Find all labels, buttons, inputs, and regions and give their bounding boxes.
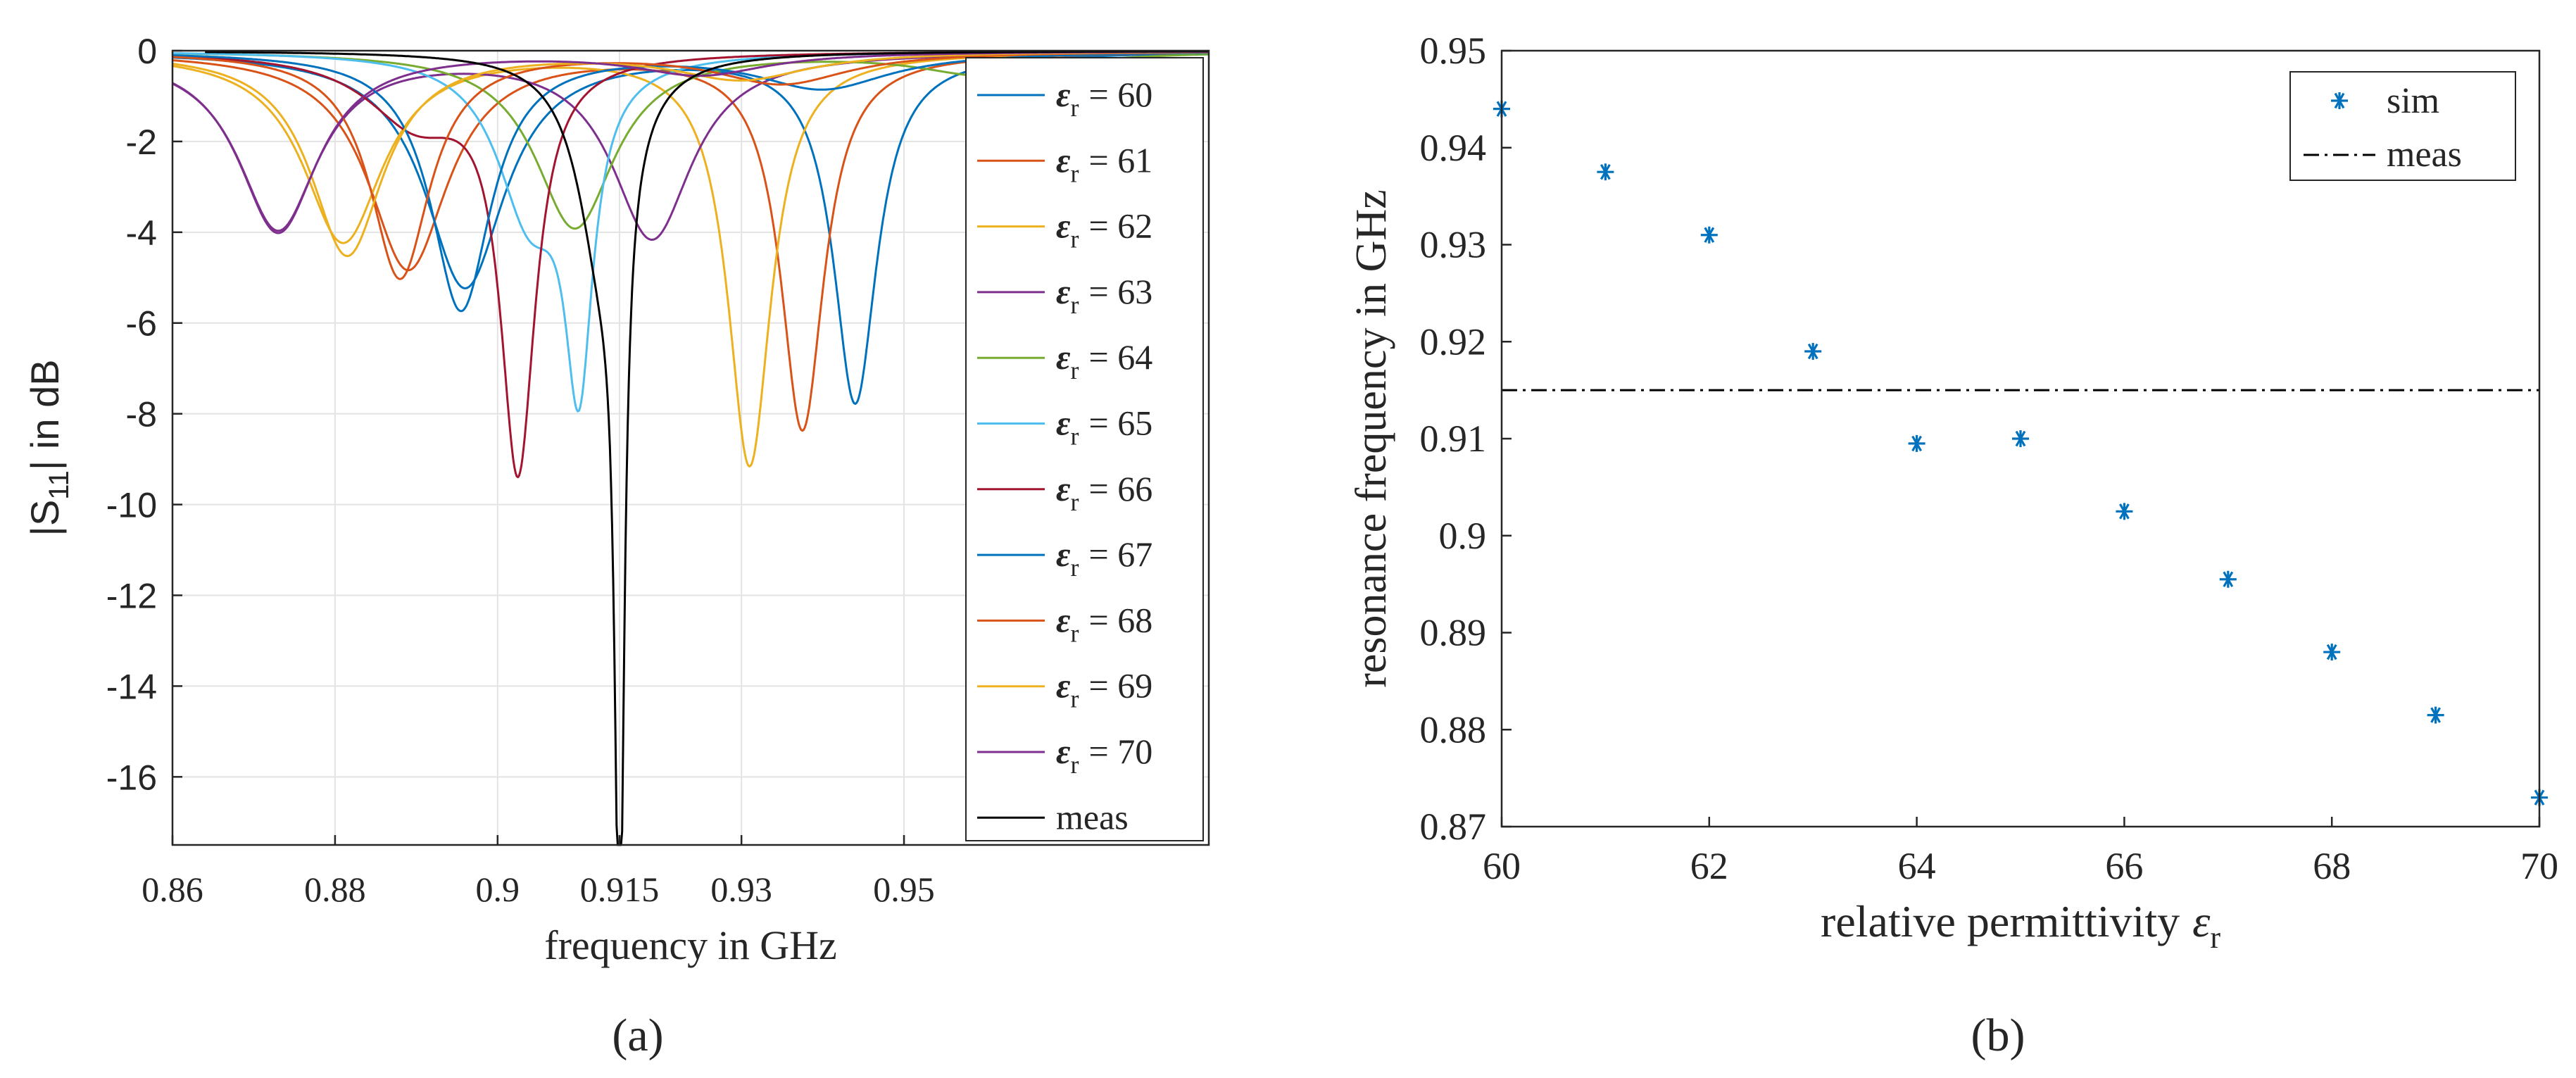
panel-b-scatter-chart: 60 62 64 66 68 70 0.87 0.88 0.89 0.9 0.91 0.92 0.93… xyxy=(1347,30,2558,1061)
panel-b-x-tick-label: 70 xyxy=(2520,845,2558,887)
panel-a-legend: εr = 60 εr = 61 εr = 62 εr = 63 εr = 64 εr = 65 εr = … xyxy=(965,57,1204,841)
panel-b-legend-box xyxy=(2289,71,2516,181)
panel-b-y-tick-label: 0.89 xyxy=(1420,612,1487,654)
panel-a-curve-meas xyxy=(205,50,1209,846)
panel-b-sim-point xyxy=(1597,163,1614,181)
panel-a-y-label-sub: 11 xyxy=(44,470,75,500)
panel-a-y-tick-label: -6 xyxy=(126,304,157,344)
panel-b-y-ticks: 0.87 0.88 0.89 0.9 0.91 0.92 0.93 0.94 0.95 xyxy=(1420,30,1512,848)
panel-b-sim-point xyxy=(2012,430,2029,447)
panel-b-x-ticks: 60 62 64 66 68 70 xyxy=(1483,817,2558,887)
panel-a-curve-er-67 xyxy=(172,51,1209,313)
panel-b-legend-meas-label: meas xyxy=(2387,134,2462,175)
panel-a-y-label-part1: |S xyxy=(23,500,67,537)
panel-a-y-tick-label: -4 xyxy=(126,213,157,253)
panel-b-legend-sim-marker xyxy=(2331,92,2348,109)
panel-a-y-label-part2: | in dB xyxy=(23,359,67,470)
panel-a-legend-label: εr = 60 xyxy=(1056,75,1152,122)
panel-a-x-axis-label: frequency in GHz xyxy=(544,922,837,968)
panel-a-legend-label: εr = 69 xyxy=(1056,666,1152,713)
panel-a-y-tick-label: 0 xyxy=(137,32,157,71)
panel-b-legend-sim-label: sim xyxy=(2387,81,2439,121)
panel-b-sim-point xyxy=(1908,434,1925,452)
panel-a-axes-box xyxy=(171,49,1210,846)
panel-a-legend-label: εr = 65 xyxy=(1056,403,1152,451)
panel-a-y-ticks: 0 -2 -4 -6 -8 -10 -12 -14 -16 xyxy=(106,32,182,797)
panel-b-sim-point xyxy=(2427,706,2444,724)
panel-a-legend-label: εr = 66 xyxy=(1056,469,1152,516)
panel-a-y-tick-label: -12 xyxy=(106,576,157,615)
panel-b-x-label-sub: r xyxy=(2210,920,2220,955)
panel-a-legend-label: εr = 64 xyxy=(1056,337,1152,384)
panel-a-x-tick-label: 0.88 xyxy=(304,870,366,909)
panel-b-sim-point xyxy=(2219,570,2237,588)
panel-a-x-tick-label: 0.93 xyxy=(710,870,772,909)
panel-a-y-tick-label: -2 xyxy=(126,123,157,162)
panel-b-sim-point xyxy=(2116,503,2133,520)
panel-b-x-label-text: relative permittivity xyxy=(1821,896,2180,946)
panel-a-legend-label: εr = 63 xyxy=(1056,272,1152,319)
panel-b-y-tick-label: 0.9 xyxy=(1439,515,1487,557)
panel-a-x-tick-label: 0.915 xyxy=(580,870,660,909)
panel-a-legend-label: εr = 67 xyxy=(1056,534,1152,582)
panel-b-y-tick-label: 0.93 xyxy=(1420,224,1487,266)
panel-b-x-tick-label: 66 xyxy=(2105,845,2143,887)
panel-a-legend-label: εr = 70 xyxy=(1056,732,1152,779)
panel-a-x-ticks: 0.86 0.88 0.9 0.915 0.93 0.95 xyxy=(142,835,935,909)
panel-b-caption: (b) xyxy=(1971,1010,2025,1061)
panel-b-y-tick-label: 0.88 xyxy=(1420,708,1487,751)
panel-b-x-tick-label: 68 xyxy=(2313,845,2351,887)
panel-b-x-tick-label: 64 xyxy=(1898,845,1936,887)
panel-a-legend-label: εr = 61 xyxy=(1056,140,1152,187)
panel-b-legend: sim meas xyxy=(2289,71,2516,181)
panel-b-x-tick-label: 62 xyxy=(1690,845,1728,887)
panel-a-legend-box xyxy=(965,57,1204,841)
panel-a-y-tick-label: -14 xyxy=(106,667,157,706)
panel-a-legend-label: meas xyxy=(1056,797,1129,836)
panel-b-y-tick-label: 0.92 xyxy=(1420,320,1487,363)
panel-b-y-tick-label: 0.91 xyxy=(1420,418,1487,460)
panel-a-caption: (a) xyxy=(612,1010,663,1061)
panel-b-x-tick-label: 60 xyxy=(1483,845,1521,887)
panel-a-legend-label: εr = 62 xyxy=(1056,206,1152,253)
panel-a-x-tick-label: 0.95 xyxy=(873,870,935,909)
panel-b-sim-point xyxy=(1804,343,1822,361)
panel-a-line-chart: 0.86 0.88 0.9 0.915 0.93 0.95 0 -2 -4 -6 -8 -10 -12… xyxy=(23,32,1210,1061)
panel-b-sim-point xyxy=(1700,226,1718,244)
panel-a-y-tick-label: -10 xyxy=(106,486,157,525)
panel-b-y-tick-label: 0.87 xyxy=(1420,806,1487,848)
panel-a-x-tick-label: 0.86 xyxy=(142,870,203,909)
panel-a-y-tick-label: -16 xyxy=(106,758,157,797)
panel-b-x-axis-label: relative permittivity εr xyxy=(1821,896,2220,955)
panel-b-x-label-symbol: ε xyxy=(2192,896,2211,946)
panel-a-y-tick-label: -8 xyxy=(126,395,157,434)
panel-b-legend-sim-asterisk xyxy=(2331,92,2348,109)
panel-a-legend-label: εr = 68 xyxy=(1056,600,1152,647)
panel-b-sim-point xyxy=(2323,644,2341,661)
panel-b-y-tick-label: 0.94 xyxy=(1420,127,1487,169)
panel-b-y-axis-label: resonance frequency in GHz xyxy=(1347,189,1395,688)
panel-a-x-tick-label: 0.9 xyxy=(476,870,520,909)
panel-a-y-axis-label: |S11| in dB xyxy=(23,359,75,536)
panel-b-y-tick-label: 0.95 xyxy=(1420,30,1487,72)
